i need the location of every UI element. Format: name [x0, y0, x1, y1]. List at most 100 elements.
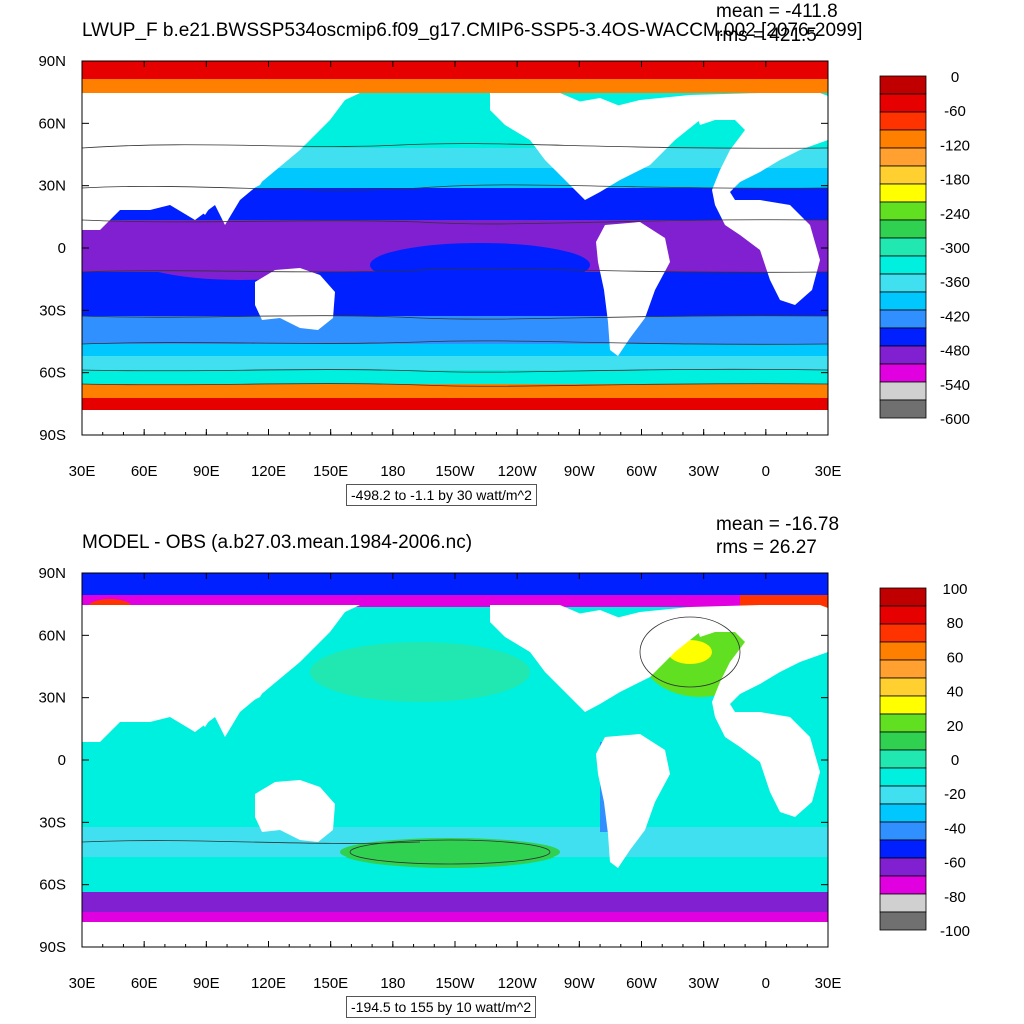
- x-tick-label: 30E: [69, 975, 96, 992]
- north-pacific-anomaly: [310, 642, 530, 702]
- rms-label: rms = 421.5: [716, 25, 817, 46]
- x-tick-label: 150E: [313, 975, 348, 992]
- x-tick-label: 30W: [688, 975, 720, 992]
- y-tick-label: 60N: [38, 115, 66, 132]
- x-tick-label: 90E: [193, 463, 220, 480]
- land-antarctica: [82, 922, 828, 947]
- mean-label: mean = -16.78: [716, 514, 840, 535]
- x-tick-label: 180: [380, 975, 405, 992]
- colorbar-swatch: [879, 695, 927, 715]
- x-tick-label: 60W: [626, 975, 658, 992]
- colorbar-swatch: [879, 219, 927, 239]
- land-australia: [255, 268, 335, 330]
- colorbar-label: -420: [940, 308, 970, 325]
- colorbar-swatch: [879, 165, 927, 185]
- land-greenland: [560, 610, 625, 647]
- colorbar-label: -540: [940, 377, 970, 394]
- colorbar-swatch: [879, 785, 927, 805]
- subarctic-band: [82, 595, 828, 607]
- south-midlat-band: [82, 344, 828, 356]
- land-north-america: [490, 605, 700, 712]
- colorbar-swatch: [879, 273, 927, 293]
- y-tick-label: 30N: [38, 690, 66, 707]
- land-asia: [82, 110, 320, 215]
- x-tick-label: 90W: [564, 463, 596, 480]
- y-tick-label: 90N: [38, 53, 66, 70]
- land-north-america: [490, 93, 700, 200]
- y-tick-label: 90S: [39, 939, 66, 956]
- x-tick-label: 120E: [251, 975, 286, 992]
- land-mask: [82, 605, 828, 947]
- colorbar-swatch: [879, 893, 927, 913]
- land-south-america: [596, 222, 670, 356]
- x-tick-label: 0: [762, 463, 770, 480]
- colorbar-label: -120: [940, 137, 970, 154]
- colorbar-swatch: [879, 803, 927, 823]
- antarctic-ice-band: [82, 398, 828, 410]
- land-greenland: [560, 98, 625, 135]
- x-tick-label: 120W: [498, 975, 538, 992]
- y-tick-label: 60N: [38, 627, 66, 644]
- colorbar-swatch: [879, 363, 927, 383]
- x-tick-label: 150W: [435, 463, 475, 480]
- land-asia: [82, 622, 320, 727]
- x-tick-label: 90W: [564, 975, 596, 992]
- colorbar-swatch: [879, 749, 927, 769]
- colorbar-swatch: [879, 129, 927, 149]
- y-tick-label: 0: [58, 752, 66, 769]
- colorbar-swatch: [879, 731, 927, 751]
- y-tick-label: 30N: [38, 178, 66, 195]
- colorbar-swatch: [879, 821, 927, 841]
- indian-ocean-warm-pool: [120, 220, 360, 280]
- colorbar-label: 80: [947, 615, 964, 632]
- colorbar-swatch: [879, 291, 927, 311]
- subarctic-band: [82, 79, 828, 93]
- southern-ocean-band: [82, 356, 828, 370]
- colorbar-label: -180: [940, 172, 970, 189]
- colorbar-swatch: [879, 147, 927, 167]
- antarctic-coast-band: [82, 892, 828, 912]
- colorbar-label: -20: [944, 786, 966, 803]
- chart-title: LWUP_F b.e21.BWSSP534oscmip6.f09_g17.CMI…: [82, 20, 863, 41]
- chart-title: MODEL - OBS (a.b27.03.mean.1984-2006.nc): [82, 532, 473, 553]
- x-tick-label: 150E: [313, 463, 348, 480]
- colorbar-swatch: [879, 183, 927, 203]
- colorbar-label: -100: [940, 923, 970, 940]
- x-tick-label: 60E: [131, 975, 158, 992]
- colorbar-label: 40: [947, 684, 964, 701]
- x-tick-label: 30E: [69, 463, 96, 480]
- colorbar-swatch: [879, 587, 927, 607]
- y-tick-label: 90N: [38, 565, 66, 582]
- colorbar-swatch: [879, 605, 927, 625]
- colorbar-swatch: [879, 911, 927, 931]
- colorbar-swatch: [879, 237, 927, 257]
- colorbar: 100 80 60 40 20 0 -20 -40 -60 -80 -100: [879, 581, 970, 940]
- contour-info: -498.2 to -1.1 by 30 watt/m^2: [346, 484, 537, 506]
- x-tick-label: 60W: [626, 463, 658, 480]
- colorbar-label: -60: [944, 855, 966, 872]
- x-tick-label: 30E: [815, 975, 842, 992]
- y-tick-label: 0: [58, 240, 66, 257]
- rms-label: rms = 26.27: [716, 537, 817, 558]
- colorbar-label: -80: [944, 889, 966, 906]
- colorbar-swatch: [879, 677, 927, 697]
- x-tick-label: 150W: [435, 975, 475, 992]
- x-tick-label: 120E: [251, 463, 286, 480]
- x-tick-label: 90E: [193, 975, 220, 992]
- colorbar-label: -300: [940, 240, 970, 257]
- colorbar-swatch: [879, 201, 927, 221]
- colorbar-swatch: [879, 327, 927, 347]
- antarctic-ice-band: [82, 912, 828, 922]
- x-tick-label: 30W: [688, 463, 720, 480]
- y-tick-label: 60S: [39, 877, 66, 894]
- colorbar-swatch: [879, 623, 927, 643]
- map-plot: 30E 60E 90E 120E 150E 180 150W 120W 90W 60W 30W 0 30…: [38, 53, 970, 480]
- colorbar-swatch: [879, 713, 927, 733]
- contour-info: -194.5 to 155 by 10 watt/m^2: [346, 996, 537, 1018]
- colorbar-label: -60: [944, 103, 966, 120]
- colorbar-swatch: [879, 839, 927, 859]
- colorbar-swatch: [879, 309, 927, 329]
- colorbar-label: 20: [947, 718, 964, 735]
- y-tick-label: 60S: [39, 365, 66, 382]
- colorbar-swatch: [879, 659, 927, 679]
